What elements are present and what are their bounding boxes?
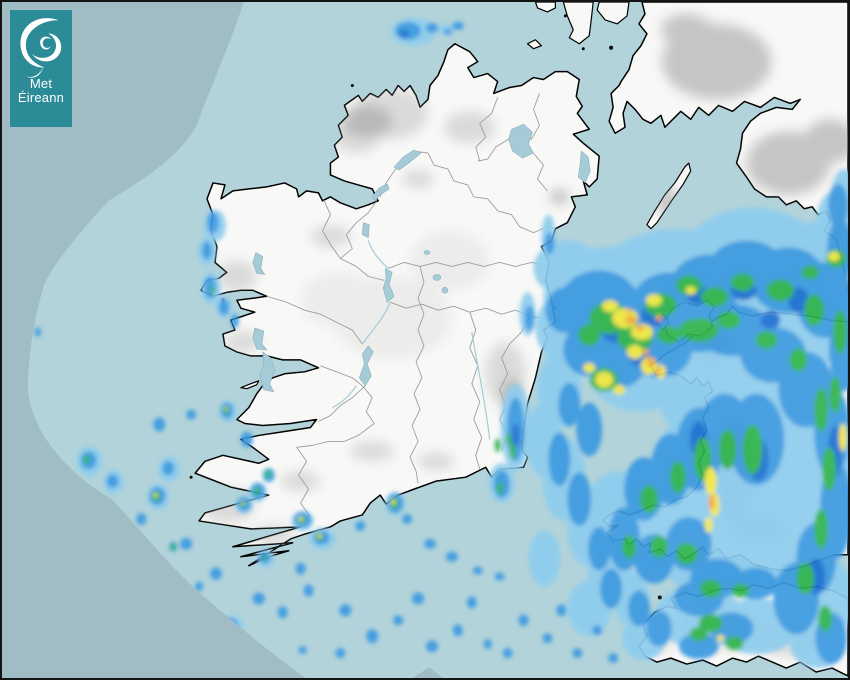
logo-line-eireann: Éireann bbox=[17, 89, 65, 105]
rivers bbox=[332, 240, 491, 440]
strangford-lough bbox=[577, 150, 591, 184]
lundy-island bbox=[657, 595, 662, 600]
lough-owel bbox=[441, 287, 449, 294]
islay-island bbox=[534, 2, 556, 13]
lough-allen bbox=[361, 222, 370, 239]
lough-derg bbox=[358, 345, 374, 387]
lough-mask bbox=[252, 327, 268, 351]
lough-ennell bbox=[432, 274, 442, 281]
lough-ree bbox=[382, 267, 395, 303]
rathlin-island bbox=[526, 39, 543, 50]
lakes-layer bbox=[252, 123, 591, 393]
arran-island bbox=[596, 2, 630, 25]
lough-erne-upper bbox=[371, 183, 390, 202]
rainfall-layer bbox=[27, 17, 848, 669]
aran-islands bbox=[240, 380, 260, 390]
ailsa-craig-islet bbox=[609, 45, 614, 50]
lough-sheelin bbox=[423, 250, 431, 255]
logo-line-met: Met bbox=[29, 76, 53, 91]
blasket-islet bbox=[189, 475, 193, 479]
rain-extreme-cells bbox=[625, 309, 715, 510]
met-eireann-logo: Met Éireann bbox=[10, 10, 72, 127]
tory-island bbox=[350, 84, 354, 87]
sanda-islet bbox=[581, 47, 585, 51]
gigha-islet bbox=[563, 14, 567, 18]
lough-erne-lower bbox=[393, 149, 422, 171]
lough-corrib bbox=[259, 351, 276, 393]
kintyre-peninsula bbox=[562, 2, 594, 45]
lough-conn bbox=[252, 252, 266, 275]
lough-neagh bbox=[508, 123, 534, 159]
met-eireann-swirl-icon bbox=[20, 18, 62, 78]
